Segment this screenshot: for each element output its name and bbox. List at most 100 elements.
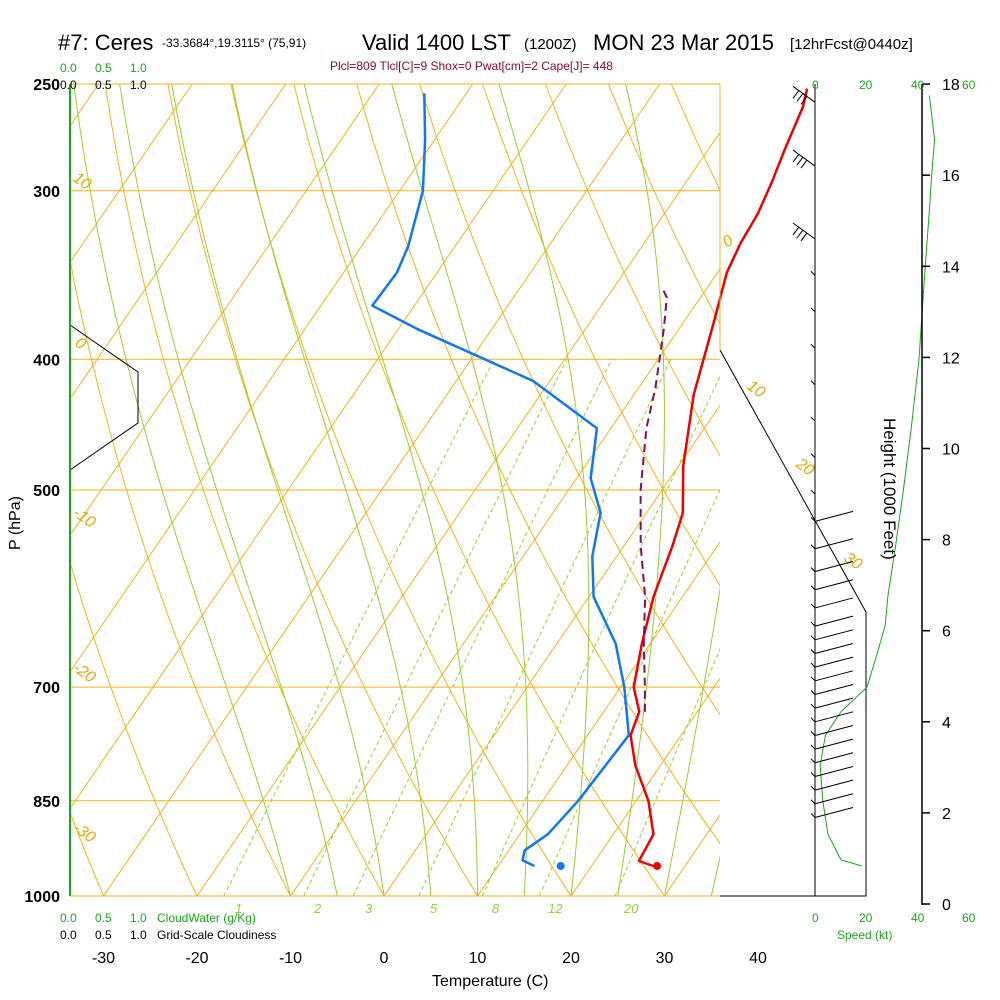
wind-barb-shaft [792,222,816,240]
temperature-tick-label: 0 [380,950,389,967]
wind-barb-flag [800,232,808,242]
wind-barb-shaft [810,544,816,550]
height-tick-label: 16 [942,168,960,185]
cloudiness-label: Grid-Scale Cloudiness [157,928,276,942]
dry-adiabat-line [70,811,104,896]
cloudwater-tick-top-0: 0.0 [60,61,77,75]
wind-barb-flag [814,629,854,641]
wind-barb [810,489,816,495]
wind-barb-flag [814,579,854,591]
wind-barb-shaft [810,621,816,627]
pressure-tick-label: 250 [33,77,60,94]
wind-barb [810,656,854,668]
speed-tick-top-2: 40 [911,78,925,92]
dry-adiabat-line [734,84,1000,896]
wind-barb [810,697,854,709]
wind-barb [810,629,854,641]
wind-barb-flag [814,561,854,572]
wind-barb [810,806,854,818]
dewpoint-line [371,93,631,868]
wind-barb-shaft [810,453,816,458]
mixing-ratio-line [418,359,672,896]
moist-adiabat-line [758,84,961,896]
wind-barb-flag [800,96,808,105]
wind-barb-shaft [810,567,816,572]
wind-barb-flag [814,793,854,805]
dry-adiabat-line [167,84,478,896]
wind-barb-shaft [810,635,816,641]
wind-barb-shaft [810,703,816,709]
wind-barb-shaft [792,149,816,167]
isotherm-line [477,541,720,896]
height-tick-label: 18 [942,77,960,94]
speed-tick-bottom-3: 60 [962,911,976,925]
cloudwater-tick-top-1: 0.5 [95,61,112,75]
height-tick-label: 6 [942,624,951,641]
cloudiness-tick-bottom-1: 0.5 [95,928,112,942]
wind-barb-shaft [810,416,816,422]
wind-barb-flag [796,93,804,102]
valid-time-z: (1200Z) [524,36,577,53]
wind-barb [810,765,854,777]
height-tick-label: 12 [942,350,960,367]
dry-adiabat-line [607,84,720,326]
cloudwater-label: CloudWater (g/Kg) [157,911,256,925]
wind-barb [810,752,854,764]
wind-barb [810,343,816,349]
wind-barb [792,85,816,105]
surface-dewpoint-marker [556,861,565,870]
temperature-tick-label: -30 [92,950,115,967]
forecast-tag: [12hrFcst@0440z] [790,36,913,53]
wind-barb-shaft [810,271,816,276]
dry-adiabat-line [544,84,720,457]
sounding-indices: Plcl=809 Tlcl[C]=9 Shox=0 Pwat[cm]=2 Cap… [330,59,613,73]
mixing-ratio-line [539,488,720,896]
mixing-ratio-label: 20 [623,901,639,916]
dry-adiabat-line [986,84,1000,896]
height-tick-label: 0 [942,897,951,914]
speed-tick-top-3: 60 [962,78,976,92]
moist-adiabat-line [617,84,665,896]
wind-barb-flag [792,153,800,163]
moist-adiabat-line [391,84,529,896]
wind-barb [792,149,816,169]
wind-barb-shaft [810,603,816,609]
wind-barb-flag [814,510,854,522]
moist-adiabat-line [664,586,720,896]
valid-time: Valid 1400 LST [362,30,511,55]
mixing-ratio-label: 12 [548,901,563,916]
speed-label: Speed (kt) [837,928,892,942]
speed-tick-top-0: 0 [812,78,819,92]
dry-adiabat-line [419,84,720,716]
mixing-ratio-line [352,359,613,896]
wind-barb-shaft [810,343,816,349]
wind-barb-shaft [810,517,816,522]
wind-barb-shaft [810,676,816,682]
height-axis-title: Height (1000 Feet) [880,418,899,560]
wind-barb-shaft [810,813,816,818]
wind-barb-flag [814,779,854,791]
wind-barb [810,271,816,276]
dry-adiabat-line [230,84,572,896]
isotherm-line [70,84,287,400]
pressure-tick-label: 400 [33,352,60,369]
mixing-ratio-label: 8 [492,901,500,916]
wind-barb-flag [792,226,800,236]
wind-barb-shaft [810,585,816,591]
temperature-tick-label: 10 [469,950,487,967]
isotherm-line [945,84,1000,896]
height-tick-label: 20 [942,0,960,3]
height-tick-label: 8 [942,533,951,550]
wind-barb-shaft [810,307,816,313]
wind-barb-shaft [810,799,816,805]
wind-barb-shaft [810,744,816,750]
wind-barb-flag [796,156,804,166]
wind-barb-flag [814,738,854,750]
dry-adiabat-line [923,84,1000,896]
mixing-ratio-label: 2 [313,901,322,916]
wind-barb-flag [814,615,854,627]
temperature-tick-label: 30 [656,950,674,967]
dry-adiabat-line [70,257,291,896]
cloudwater-tick-bottom-1: 0.5 [95,911,112,925]
